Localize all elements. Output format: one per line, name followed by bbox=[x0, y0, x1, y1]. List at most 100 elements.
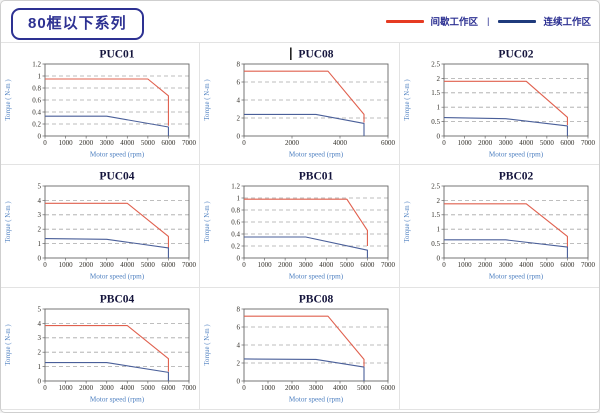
continuous-zone-curve bbox=[244, 236, 369, 259]
intermittent-zone-curve bbox=[244, 70, 365, 123]
x-tick-label: 5000 bbox=[141, 139, 156, 147]
continuous-zone-curve bbox=[244, 358, 365, 381]
y-tick-label: 1 bbox=[38, 72, 42, 80]
x-axis-label: Motor speed (rpm) bbox=[489, 273, 544, 281]
y-axis-label: Torque ( N-m ) bbox=[404, 79, 411, 120]
y-tick-label: 5 bbox=[38, 305, 42, 313]
y-tick-label: 0 bbox=[436, 255, 440, 263]
y-tick-label: 0 bbox=[237, 377, 241, 385]
continuous-zone-line-icon bbox=[498, 19, 537, 23]
x-tick-label: 2000 bbox=[285, 384, 300, 392]
legend: 间歇工作区 | 连续工作区 bbox=[385, 14, 591, 28]
y-tick-label: 0 bbox=[436, 132, 440, 140]
y-tick-label: 6 bbox=[237, 78, 241, 86]
y-axis-label: Torque ( N-m ) bbox=[204, 79, 211, 120]
x-tick-label: 4000 bbox=[519, 139, 534, 147]
y-tick-label: 5 bbox=[38, 183, 42, 191]
y-tick-label: 0.4 bbox=[32, 108, 41, 116]
text-cursor bbox=[290, 47, 292, 60]
x-tick-label: 3000 bbox=[100, 384, 115, 392]
x-tick-label: 5000 bbox=[540, 139, 555, 147]
y-tick-label: 8 bbox=[237, 305, 241, 313]
chart-cell-pbc08: 0 1000 2000 3000 4000 5000 6000 0 2 4 6 8 PBC08 Torqu… bbox=[200, 287, 400, 410]
x-tick-label: 6000 bbox=[560, 261, 575, 269]
plot-border bbox=[443, 63, 589, 137]
x-tick-label: 5000 bbox=[141, 261, 156, 269]
y-tick-label: 2 bbox=[38, 226, 42, 234]
chart-cell-puc04: 0 1000 2000 3000 4000 5000 6000 7000 0 1 2 3 4 5 PUC04… bbox=[1, 165, 201, 288]
x-tick-label: 2000 bbox=[79, 384, 94, 392]
y-axis-label: Torque ( N-m ) bbox=[5, 79, 12, 120]
x-tick-label: 6000 bbox=[381, 384, 396, 392]
series-title-badge: 80框以下系列 bbox=[11, 8, 144, 40]
x-tick-label: 1000 bbox=[258, 261, 273, 269]
continuous-zone-curve bbox=[44, 238, 169, 259]
x-tick-label: 0 bbox=[243, 261, 247, 269]
y-tick-label: 1.2 bbox=[232, 183, 241, 191]
intermittent-zone-curve bbox=[45, 78, 169, 126]
empty-cell bbox=[399, 288, 599, 410]
legend-separator: | bbox=[487, 15, 490, 27]
continuous-zone-curve bbox=[45, 361, 169, 381]
torque-speed-chart-puc04: 0 1000 2000 3000 4000 5000 6000 7000 0 1 2 3 4 5 PUC04… bbox=[5, 171, 197, 281]
y-tick-label: 1 bbox=[436, 104, 440, 112]
torque-speed-chart-pbc02: 0 1000 2000 3000 4000 5000 6000 7000 0 0.5 1 1.5 2 2.… bbox=[404, 171, 596, 281]
x-tick-label: 6000 bbox=[161, 384, 176, 392]
x-tick-label: 2000 bbox=[285, 139, 300, 147]
y-tick-label: 1.2 bbox=[32, 60, 41, 68]
y-axis-label: Torque ( N-m ) bbox=[204, 324, 211, 365]
x-tick-label: 4000 bbox=[120, 139, 135, 147]
y-tick-label: 1 bbox=[436, 226, 440, 234]
y-tick-label: 4 bbox=[237, 96, 241, 104]
x-tick-label: 4000 bbox=[320, 261, 335, 269]
y-tick-label: 0.8 bbox=[32, 84, 41, 92]
y-tick-label: 1.5 bbox=[431, 212, 440, 220]
x-tick-label: 5000 bbox=[340, 261, 355, 269]
y-tick-label: 0 bbox=[38, 377, 42, 385]
y-tick-label: 0 bbox=[38, 255, 42, 263]
x-tick-label: 4000 bbox=[333, 384, 348, 392]
x-axis-label: Motor speed (rpm) bbox=[90, 151, 145, 159]
chart-grid: 0 1000 2000 3000 4000 5000 6000 7000 0 0.2 0.4 0.6 0… bbox=[1, 42, 599, 410]
y-tick-label: 2.5 bbox=[431, 60, 440, 68]
torque-speed-chart-puc08: 0 2000 4000 6000 0 2 4 6 8 PUC08 Torque ( N-m ) Mot… bbox=[204, 47, 396, 159]
x-tick-label: 5000 bbox=[357, 384, 372, 392]
y-tick-label: 3 bbox=[38, 212, 42, 220]
chart-cell-puc01: 0 1000 2000 3000 4000 5000 6000 7000 0 0.2 0.4 0.6 0… bbox=[1, 43, 201, 166]
continuous-zone-curve bbox=[244, 113, 365, 136]
x-tick-label: 6000 bbox=[161, 261, 176, 269]
continuous-zone-curve bbox=[443, 117, 568, 136]
y-tick-label: 0.8 bbox=[232, 207, 241, 215]
x-tick-label: 4000 bbox=[120, 384, 135, 392]
x-tick-label: 3000 bbox=[100, 261, 115, 269]
y-axis-label: Torque ( N-m ) bbox=[5, 202, 12, 243]
chart-title: PBC01 bbox=[299, 171, 334, 183]
header-bar: 80框以下系列 间歇工作区 | 连续工作区 bbox=[1, 1, 599, 42]
x-tick-label: 7000 bbox=[581, 261, 596, 269]
y-tick-label: 0 bbox=[38, 132, 42, 140]
x-tick-label: 1000 bbox=[457, 139, 472, 147]
x-tick-label: 2000 bbox=[79, 139, 94, 147]
chart-cell-puc02: 0 1000 2000 3000 4000 5000 6000 7000 0 0.5 1 1.5 2 2.… bbox=[399, 43, 599, 166]
y-tick-label: 2 bbox=[436, 75, 440, 83]
chart-cell-pbc01: 0 1000 2000 3000 4000 5000 6000 7000 0 0.2 0.4 0.6 0… bbox=[200, 165, 400, 288]
continuous-zone-curve bbox=[443, 239, 568, 259]
intermittent-zone-curve bbox=[244, 315, 365, 367]
x-axis-label: Motor speed (rpm) bbox=[289, 273, 344, 281]
x-tick-label: 1000 bbox=[59, 384, 74, 392]
y-tick-label: 2 bbox=[38, 348, 42, 356]
intermittent-zone-curve bbox=[45, 203, 169, 249]
y-tick-label: 3 bbox=[38, 334, 42, 342]
plot-border bbox=[443, 185, 589, 259]
y-tick-label: 0.6 bbox=[232, 219, 241, 227]
x-tick-label: 2000 bbox=[278, 261, 293, 269]
y-tick-label: 4 bbox=[38, 319, 42, 327]
y-tick-label: 2.5 bbox=[431, 183, 440, 191]
chart-title: PUC04 bbox=[99, 171, 134, 183]
chart-cell-pbc02: 0 1000 2000 3000 4000 5000 6000 7000 0 0.5 1 1.5 2 2.… bbox=[399, 165, 599, 288]
x-tick-label: 3000 bbox=[100, 139, 115, 147]
chart-title: PUC08 bbox=[299, 49, 334, 61]
y-tick-label: 6 bbox=[237, 323, 241, 331]
torque-speed-chart-pbc01: 0 1000 2000 3000 4000 5000 6000 7000 0 0.2 0.4 0.6 0… bbox=[204, 171, 396, 281]
